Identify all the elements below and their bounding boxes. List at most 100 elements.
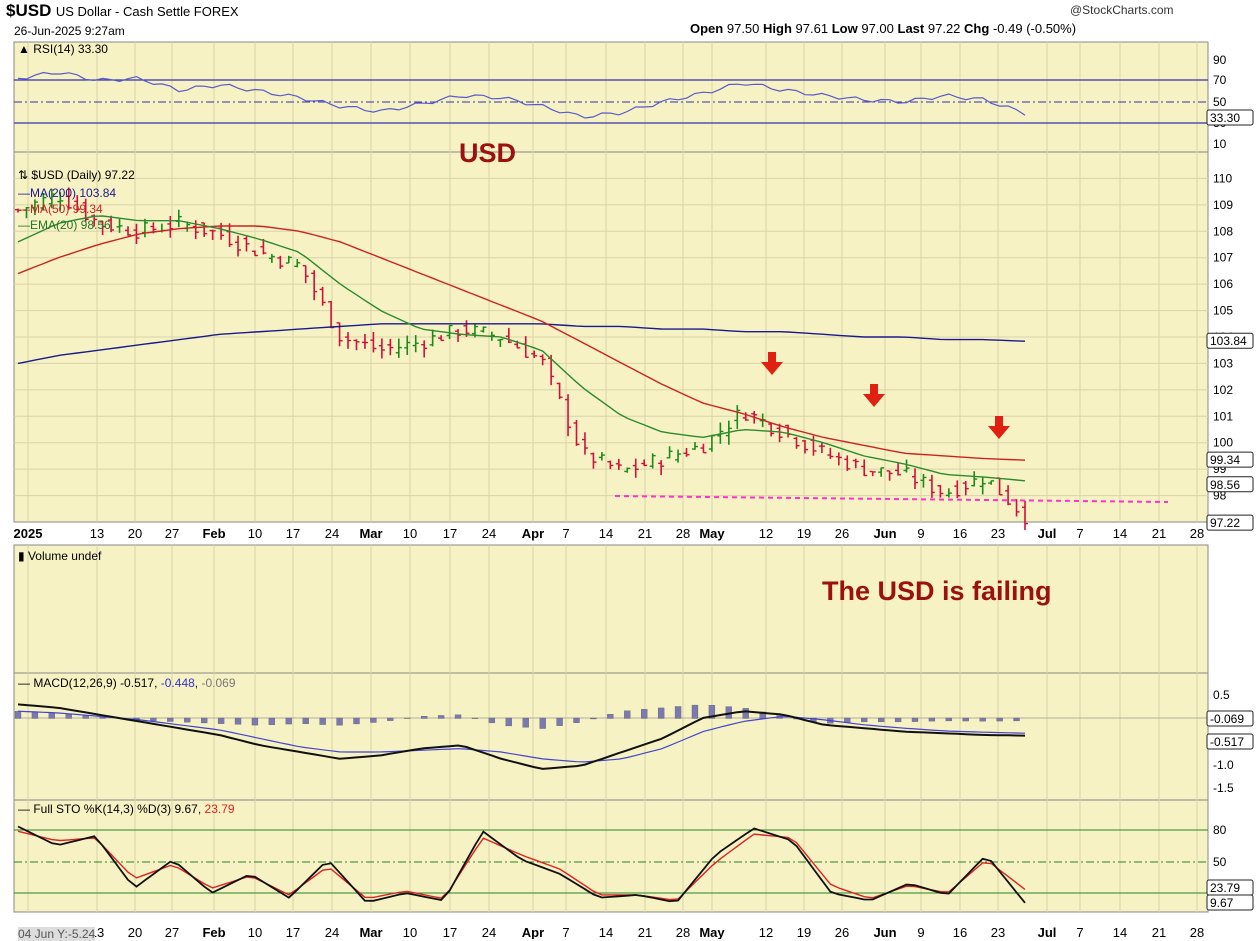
x-tick-label: 23	[991, 925, 1005, 939]
x-tick-label: 20	[128, 526, 142, 541]
ma200-line	[17, 323, 1026, 365]
x-tick-label: 19	[797, 925, 811, 939]
macd-hist-bar	[217, 717, 225, 724]
ma200-legend: —MA(200) 103.84	[18, 186, 117, 200]
x-tick-label: 10	[403, 526, 417, 541]
ema20-tag-box	[1206, 476, 1254, 493]
macd-hist-bar	[641, 709, 648, 719]
x-tick-label: 7	[562, 526, 569, 541]
macd-tick-label: 0.5	[1213, 688, 1230, 702]
sto-tick-label: 50	[1213, 855, 1227, 869]
ema20-line	[17, 215, 1026, 482]
resistance-arrows	[761, 352, 1010, 439]
ohlc-readout: Open 97.50 High 97.61 Low 97.00 Last 97.…	[690, 21, 1077, 36]
x-tick-label: 7	[562, 925, 569, 939]
symbol: $USD	[6, 1, 52, 20]
macd-hist-bar	[167, 717, 174, 722]
macd-hist-bar	[285, 717, 292, 725]
price-tick-label: 105	[1213, 304, 1233, 318]
macd-hist-bar	[454, 714, 462, 719]
rsi-tick-label: 90	[1213, 53, 1227, 67]
macd-hist-bar	[488, 717, 496, 724]
x-tick-label: 9	[917, 925, 924, 939]
macd-hist-bar	[979, 717, 986, 722]
x-tick-label: 16	[953, 526, 967, 541]
macd-hist-bar	[251, 717, 259, 726]
price-tick-label: 108	[1213, 224, 1233, 238]
x-tick-label: 17	[286, 526, 300, 541]
price-tick-label: 107	[1213, 251, 1233, 265]
x-tick-label: 19	[797, 526, 811, 541]
x-tick-label: 17	[443, 526, 457, 541]
x-tick-label: 2025	[14, 526, 43, 541]
macd-tick-label: -1.0	[1213, 758, 1234, 772]
x-axis-labels: 2025 131320202727FebFeb101017172424MarMar…	[14, 526, 1205, 939]
macd-line	[17, 703, 1026, 770]
ma50-tag: 99.34	[1210, 453, 1240, 467]
rsi-path	[17, 71, 1026, 119]
macd-lines	[14, 703, 1026, 770]
macd-hist-bar	[505, 717, 512, 727]
volume-legend: ▮ Volume undef	[18, 549, 102, 563]
macd-hist-bar	[911, 717, 919, 722]
macd-hist-bar	[302, 717, 309, 724]
sto-d-tag: 23.79	[1210, 881, 1240, 895]
rsi-tag: 33.30	[1210, 111, 1240, 125]
x-tick-label: 27	[165, 526, 179, 541]
x-tick-label: 10	[248, 925, 262, 939]
moving-averages	[17, 215, 1026, 482]
x-tick-label: May	[699, 925, 725, 939]
x-tick-label: 28	[1190, 925, 1204, 939]
macd-hist-bar	[234, 717, 242, 725]
macd-hist-bar	[691, 704, 699, 719]
x-tick-label: Jul	[1038, 526, 1057, 541]
x-tick-label: 21	[638, 925, 652, 939]
macd-hist-bar	[319, 717, 326, 725]
price-legend-title: ⇅ $USD (Daily) 97.22	[18, 168, 135, 182]
x-tick-label: Feb	[202, 526, 225, 541]
x-tick-label: 7	[1076, 925, 1083, 939]
arrow-shaft-0	[768, 352, 776, 362]
macd-hist-bar	[877, 717, 885, 723]
x-tick-label: 28	[676, 925, 690, 939]
price-tick-label: 110	[1213, 171, 1232, 185]
volume-panel	[13, 544, 1209, 674]
x-tick-label: 14	[599, 526, 613, 541]
x-tick-label: 9	[917, 526, 924, 541]
sto-k-tag-box	[1206, 894, 1254, 911]
x-tick-label: Jun	[873, 526, 896, 541]
x-tick-label: 24	[325, 925, 339, 939]
last-price-tag: 97.22	[1210, 516, 1240, 530]
x-tick-label: Jul	[1038, 925, 1057, 939]
macd-hist-bar	[370, 717, 377, 723]
x-tick-label: 20	[128, 925, 142, 939]
macd-hist-bar	[387, 717, 394, 721]
macd-hist-bar	[573, 717, 580, 723]
sto-legend: — Full STO %K(14,3) %D(3) 9.67, 23.79	[18, 802, 235, 816]
last-price-tag-box	[1206, 514, 1254, 531]
value-tags: 33.30 103.84 99.34 98.56 97.22 -0.069 -0.517 23…	[1206, 109, 1254, 911]
macd-tick-label: -1.5	[1213, 781, 1234, 795]
macd-hist-bar	[1013, 717, 1020, 722]
ma50-tag-box	[1206, 451, 1254, 468]
macd-hist-bar	[48, 712, 55, 719]
macd-hist-bar	[742, 708, 749, 719]
comment-annotation: The USD is failing	[822, 576, 1052, 606]
arrow-head-1	[863, 394, 885, 407]
x-tick-label: 28	[676, 526, 690, 541]
price-tick-label: 103	[1213, 356, 1233, 370]
macd-hist-bar	[624, 710, 631, 719]
macd-hist-bar	[437, 715, 445, 719]
ma200-tag: 103.84	[1210, 334, 1247, 348]
usd-annotation: USD	[459, 138, 517, 168]
macd-line-tag-box	[1206, 733, 1254, 750]
x-tick-label: 24	[482, 925, 496, 939]
macd-hist-bar	[556, 717, 563, 726]
macd-signal-line	[17, 710, 1026, 763]
macd-hist-bar	[708, 705, 716, 719]
x-tick-label: 26	[835, 925, 849, 939]
rsi-line	[17, 71, 1026, 119]
macd-hist-bar	[353, 717, 360, 725]
x-tick-label: May	[699, 526, 725, 541]
